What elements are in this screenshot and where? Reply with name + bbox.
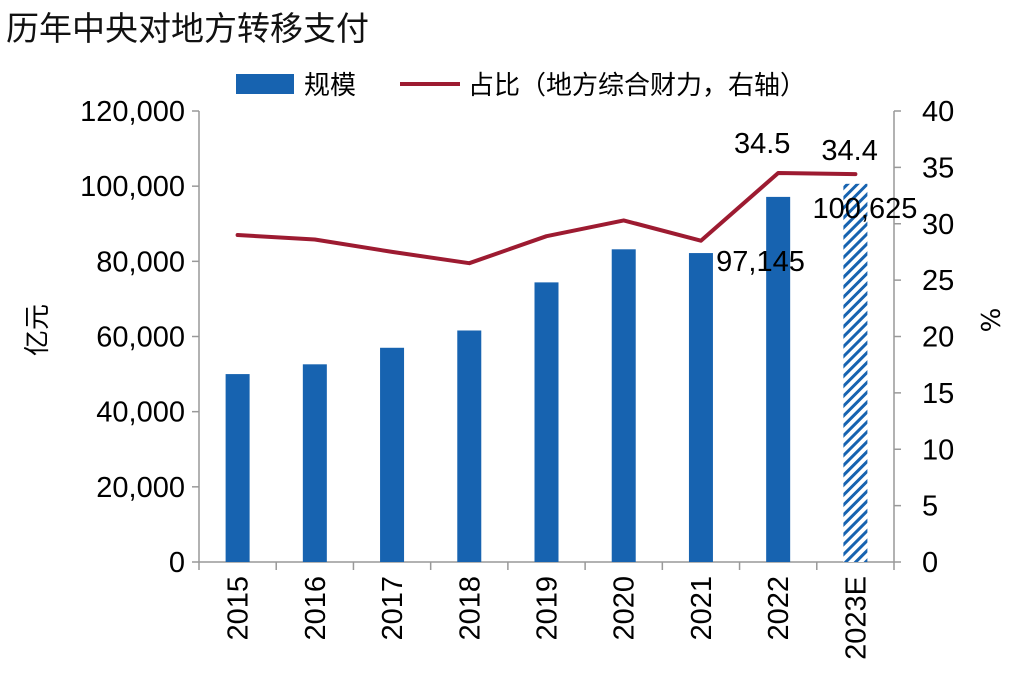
legend: 规模 占比（地方综合财力，右轴）: [236, 71, 806, 101]
x-tick-label: 2021: [686, 576, 718, 641]
chart-title: 历年中央对地方转移支付: [6, 9, 369, 48]
y-tick-label: 100,000: [80, 171, 185, 203]
data-label: 34.5: [734, 128, 790, 160]
x-tick-label: 2017: [377, 576, 409, 641]
bar-estimate: [843, 183, 868, 563]
y2-tick-label: 10: [922, 434, 954, 466]
y2-tick-label: 20: [922, 322, 954, 354]
y-tick-label: 120,000: [80, 96, 185, 128]
y-tick-label: 60,000: [96, 322, 185, 354]
legend-swatch-bar: [236, 74, 294, 94]
x-tick-label: 2020: [609, 576, 641, 641]
x-tick-label: 2016: [300, 576, 332, 641]
y2-tick-label: 35: [922, 152, 954, 184]
legend-label-bar: 规模: [304, 71, 356, 101]
x-tick-label: 2015: [223, 576, 255, 641]
bar: [225, 374, 250, 562]
y2-tick-label: 15: [922, 378, 954, 410]
bar: [457, 330, 482, 562]
y-tick-label: 20,000: [96, 472, 185, 504]
y2-tick-label: 5: [922, 491, 938, 523]
y-tick-label: 40,000: [96, 397, 185, 429]
x-tick-label: 2023E: [840, 576, 872, 660]
y2-axis-label: %: [977, 308, 1007, 333]
bar: [688, 253, 713, 562]
data-label: 34.4: [821, 135, 877, 167]
y-axis-label: 亿元: [23, 304, 53, 356]
y2-tick-label: 25: [922, 265, 954, 297]
y2-tick-label: 0: [922, 547, 938, 579]
y-tick-label: 0: [169, 547, 185, 579]
x-tick-label: 2018: [454, 576, 486, 641]
y-tick-label: 80,000: [96, 246, 185, 278]
x-tick-label: 2022: [763, 576, 795, 641]
legend-label-line: 占比（地方综合财力，右轴）: [468, 71, 806, 101]
bar: [534, 282, 559, 562]
data-label: 100,625: [813, 193, 918, 225]
bar: [302, 364, 327, 562]
bar: [611, 249, 636, 562]
bar: [766, 196, 791, 562]
y2-tick-label: 40: [922, 96, 954, 128]
x-tick-label: 2019: [532, 576, 564, 641]
y2-tick-label: 30: [922, 209, 954, 241]
data-label: 97,145: [716, 246, 805, 278]
bar: [380, 347, 405, 562]
